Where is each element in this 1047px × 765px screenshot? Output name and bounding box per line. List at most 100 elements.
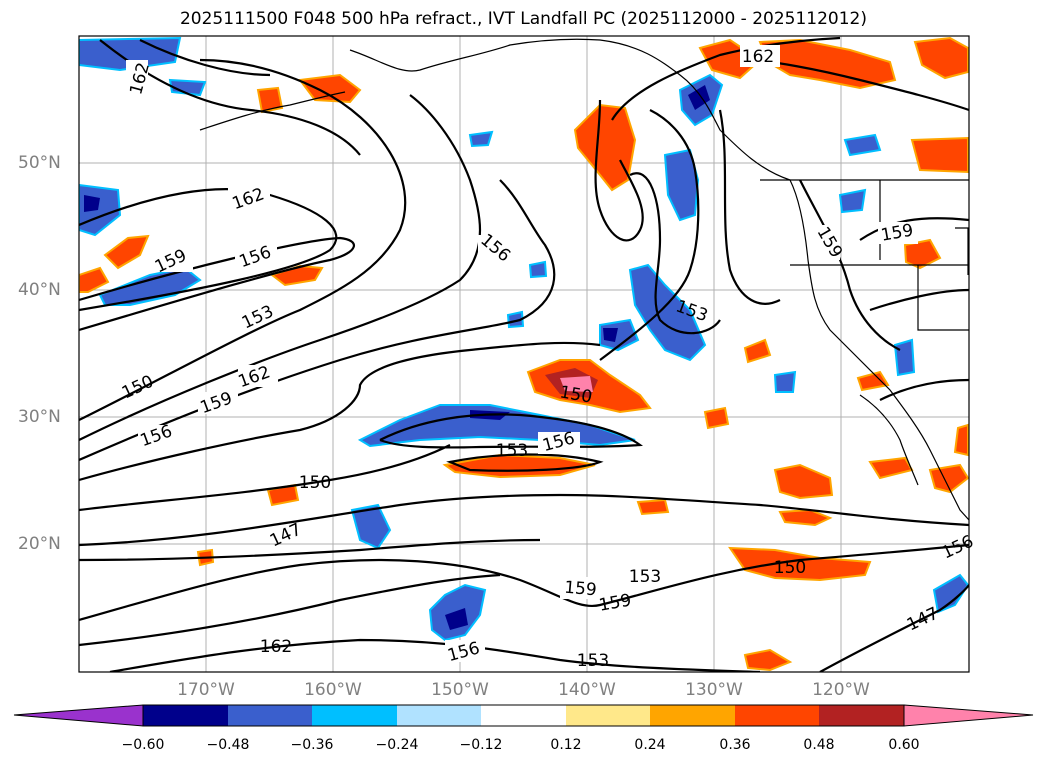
colorbar-tick-label: 0.48 bbox=[803, 737, 835, 753]
colorbar-tick-label: −0.12 bbox=[459, 737, 503, 753]
plot-frame bbox=[78, 35, 970, 673]
contour-label: 153 bbox=[577, 651, 609, 671]
pos-blob bbox=[636, 498, 670, 516]
colorbar-tick-label: 0.60 bbox=[888, 737, 920, 753]
positive-shading bbox=[79, 36, 969, 672]
neg-blob bbox=[688, 85, 710, 110]
neg-blob bbox=[932, 573, 969, 614]
contour-line bbox=[611, 36, 841, 121]
lon-label: 130°W bbox=[685, 680, 743, 700]
contour-line bbox=[446, 453, 604, 472]
contour-label: 162 bbox=[260, 637, 292, 657]
colorbar-tick-label: −0.36 bbox=[290, 737, 334, 753]
pos-blob bbox=[953, 423, 969, 457]
map-title: 2025111500 F048 500 hPa refract., IVT La… bbox=[179, 9, 867, 29]
contour-label: 150 bbox=[774, 558, 806, 578]
pos-blob bbox=[903, 238, 942, 270]
colorbar-segment bbox=[143, 705, 228, 726]
neg-blob bbox=[528, 260, 548, 279]
pos-blob bbox=[298, 73, 362, 104]
contour-line bbox=[879, 378, 969, 401]
lon-label: 120°W bbox=[812, 680, 870, 700]
contour-label: 162 bbox=[742, 47, 774, 67]
colorbar-tick-label: 0.24 bbox=[634, 737, 666, 753]
pos-blob bbox=[703, 406, 730, 430]
pos-blob bbox=[928, 463, 969, 494]
lat-label: 30°N bbox=[18, 407, 61, 427]
colorbar-tick-label: 0.12 bbox=[550, 737, 582, 753]
lon-label: 150°W bbox=[431, 680, 489, 700]
contour-line bbox=[79, 341, 601, 482]
neg-blob bbox=[168, 78, 207, 97]
colorbar-tick-label: −0.60 bbox=[121, 737, 165, 753]
pos-blob bbox=[856, 370, 890, 392]
colorbar-tick-label: −0.48 bbox=[206, 737, 250, 753]
colorbar-tick-label: −0.24 bbox=[375, 737, 419, 753]
pos-blob bbox=[256, 86, 284, 114]
lon-label: 140°W bbox=[558, 680, 616, 700]
contour-line bbox=[718, 109, 781, 305]
pos-blob bbox=[743, 648, 793, 672]
contour-line bbox=[869, 288, 969, 312]
neg-blob bbox=[350, 503, 392, 550]
pos-blob bbox=[773, 463, 834, 500]
neg-blob bbox=[84, 195, 100, 212]
neg-blob bbox=[445, 608, 468, 630]
colorbar-segment bbox=[650, 705, 735, 726]
contour-line bbox=[819, 584, 969, 672]
neg-blob bbox=[893, 338, 916, 377]
contour-line bbox=[859, 217, 969, 241]
contour-line bbox=[79, 236, 355, 332]
contour-label: 153 bbox=[496, 441, 528, 461]
neg-blob bbox=[603, 328, 618, 342]
gridlines bbox=[79, 36, 969, 672]
lat-label: 40°N bbox=[18, 280, 61, 300]
pos-blob bbox=[573, 103, 637, 192]
contour-line bbox=[79, 538, 541, 562]
lon-label: 160°W bbox=[304, 680, 362, 700]
colorbar-segment bbox=[735, 705, 819, 726]
pos-blob bbox=[913, 36, 969, 80]
contour-label: 159 bbox=[563, 578, 597, 601]
contour-line bbox=[79, 94, 481, 441]
neg-blob bbox=[843, 133, 882, 157]
contour-line bbox=[79, 58, 407, 421]
neg-blob bbox=[838, 188, 867, 214]
pos-blob bbox=[910, 136, 969, 174]
lon-label: 170°W bbox=[177, 680, 235, 700]
neg-blob bbox=[468, 130, 494, 148]
contour-line bbox=[379, 413, 644, 449]
colorbar-segment bbox=[312, 705, 397, 726]
contour-line bbox=[79, 444, 451, 512]
contour-line bbox=[799, 179, 901, 351]
lat-label: 20°N bbox=[18, 534, 61, 554]
colorbar-extend-left bbox=[13, 704, 144, 727]
colorbar-segment bbox=[228, 705, 312, 726]
colorbar-segment bbox=[566, 705, 650, 726]
contour-line bbox=[139, 39, 271, 77]
contour-label-patches bbox=[126, 45, 918, 662]
colorbar-extend-right bbox=[903, 704, 1034, 727]
contour-line bbox=[79, 188, 338, 312]
contour-line bbox=[629, 172, 721, 335]
colorbar-tick-label: 0.36 bbox=[719, 737, 751, 753]
contour-label: 150 bbox=[299, 473, 331, 493]
pos-blob bbox=[103, 234, 150, 270]
contour-line bbox=[594, 99, 644, 242]
contour-line bbox=[79, 573, 501, 647]
pos-blob bbox=[743, 338, 772, 364]
colorbar-segment bbox=[481, 705, 566, 726]
pos-blob bbox=[560, 376, 593, 392]
pos-blob bbox=[728, 546, 872, 582]
colorbar-segment bbox=[819, 705, 904, 726]
contour-line bbox=[599, 109, 700, 361]
neg-blob bbox=[599, 318, 640, 352]
map-plot-area bbox=[79, 36, 969, 672]
contour-line bbox=[79, 493, 969, 547]
colorbar bbox=[13, 704, 1034, 727]
pos-blob bbox=[79, 266, 110, 293]
pos-blob bbox=[698, 38, 762, 80]
neg-blob bbox=[773, 370, 797, 393]
contour-line bbox=[79, 543, 969, 622]
